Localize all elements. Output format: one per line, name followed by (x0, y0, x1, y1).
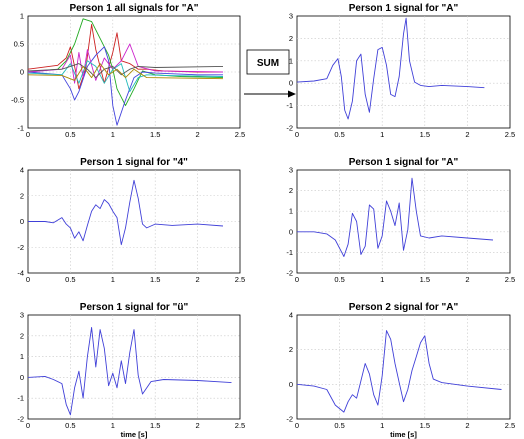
y-tick-label: 1 (289, 56, 293, 65)
x-tick-label: 1.5 (150, 275, 160, 284)
x-tick-label: 1 (111, 130, 115, 139)
chart-title: Person 1 signal for "A" (349, 3, 459, 14)
series-line-1 (297, 177, 494, 257)
y-tick-label: -1 (286, 248, 293, 257)
chart-title: Person 1 signal for "ü" (80, 302, 189, 313)
y-tick-label: 4 (20, 166, 24, 175)
x-tick-label: 1.5 (150, 421, 160, 430)
y-tick-label: -1 (17, 124, 24, 133)
x-tick-label: 1.5 (420, 130, 430, 139)
x-tick-label: 0 (295, 130, 299, 139)
y-tick-label: 2 (289, 186, 293, 195)
x-tick-label: 1.5 (420, 421, 430, 430)
series-line-7 (27, 63, 224, 81)
y-tick-label: -2 (286, 269, 293, 278)
series-line-1 (28, 179, 224, 246)
x-tick-label: 2.5 (235, 130, 245, 139)
chart-title: Person 1 all signals for "A" (70, 3, 199, 14)
y-tick-label: 0 (289, 79, 293, 88)
y-tick-label: 2 (289, 34, 293, 43)
x-tick-label: 0 (26, 275, 30, 284)
chart-title: Person 2 signal for "A" (349, 302, 459, 313)
x-tick-label: 1.5 (150, 130, 160, 139)
x-tick-label: 0 (295, 275, 299, 284)
panel-4: Person 1 signal for "A" 0 0.5 1 1.5 2 2.5 -2 -1 0… (286, 157, 515, 284)
panel-2: Person 1 signal for "A" 0 0.5 1 1.5 2 2.5 -2 -1 0… (286, 3, 515, 139)
sum-box (246, 49, 290, 75)
panel-1: Person 1 all signals for "A" 0 0.5 1 1.5 2 2.5… (11, 3, 245, 139)
y-tick-label: 3 (289, 166, 293, 175)
x-tick-label: 0.5 (65, 130, 75, 139)
x-axis-label: time [s] (121, 430, 148, 439)
x-tick-label: 2.5 (505, 421, 515, 430)
y-tick-label: -1 (17, 394, 24, 403)
y-tick-label: -0.5 (11, 96, 24, 105)
y-tick-label: 0 (20, 68, 24, 77)
x-tick-label: 0 (26, 130, 30, 139)
y-tick-label: 1 (20, 12, 24, 21)
x-tick-label: 1 (380, 275, 384, 284)
panel-5: Person 1 signal for "ü" 0 0.5 1 1.5 2 2.5 -2 -1 0… (17, 302, 245, 439)
x-tick-label: 2.5 (235, 275, 245, 284)
x-tick-label: 0 (26, 421, 30, 430)
y-tick-label: 2 (20, 331, 24, 340)
sum-arrow-head (288, 90, 296, 98)
x-tick-label: 2 (465, 275, 469, 284)
x-tick-label: 0.5 (334, 130, 344, 139)
x-axis-label: time [s] (390, 430, 417, 439)
series-line-4 (27, 43, 224, 84)
y-tick-label: 3 (20, 311, 24, 320)
x-tick-label: 1 (380, 130, 384, 139)
panel-3: Person 1 signal for "4" 0 0.5 1 1.5 2 2.5 -4 -2 0… (17, 157, 245, 284)
x-tick-label: 2 (196, 421, 200, 430)
y-tick-label: 0 (20, 217, 24, 226)
x-tick-label: 2.5 (505, 130, 515, 139)
x-tick-label: 0.5 (65, 421, 75, 430)
sum-annotation: SUM (244, 49, 296, 98)
x-tick-label: 0.5 (334, 421, 344, 430)
x-tick-label: 1 (380, 421, 384, 430)
x-tick-label: 1.5 (420, 275, 430, 284)
y-tick-label: -2 (17, 243, 24, 252)
y-tick-label: -1 (286, 101, 293, 110)
plot-frame (296, 169, 511, 274)
x-tick-label: 0.5 (65, 275, 75, 284)
series-line-5 (27, 60, 224, 93)
x-tick-label: 1 (111, 275, 115, 284)
y-tick-label: 1 (20, 352, 24, 361)
sum-label: SUM (257, 58, 279, 69)
series-line-3 (27, 46, 223, 126)
y-tick-label: 2 (289, 345, 293, 354)
y-tick-label: 3 (289, 12, 293, 21)
y-tick-label: 4 (289, 311, 293, 320)
x-tick-label: 2 (196, 275, 200, 284)
plot-frame (296, 314, 511, 420)
y-tick-label: 0 (289, 380, 293, 389)
series-line-1 (296, 330, 502, 413)
y-tick-label: 2 (20, 191, 24, 200)
x-tick-label: 2 (465, 421, 469, 430)
y-tick-label: 0 (289, 227, 293, 236)
y-tick-label: -2 (17, 415, 24, 424)
x-tick-label: 2.5 (505, 275, 515, 284)
y-tick-label: 0.5 (14, 40, 24, 49)
panel-6: Person 2 signal for "A"0 0.5 1 1.5 2 2.5-2024… (286, 302, 515, 439)
y-tick-label: -2 (286, 415, 293, 424)
chart-title: Person 1 signal for "4" (80, 157, 188, 168)
x-tick-label: 0 (295, 421, 299, 430)
x-tick-label: 2 (465, 130, 469, 139)
y-tick-label: -4 (17, 269, 24, 278)
y-tick-label: 0 (20, 373, 24, 382)
x-tick-label: 0.5 (334, 275, 344, 284)
series-line-1 (296, 17, 485, 120)
series-line-1 (27, 327, 232, 416)
x-tick-label: 2 (196, 130, 200, 139)
y-tick-label: 1 (289, 207, 293, 216)
y-tick-label: -2 (286, 124, 293, 133)
x-tick-label: 1 (111, 421, 115, 430)
chart-title: Person 1 signal for "A" (349, 157, 459, 168)
x-tick-label: 2.5 (235, 421, 245, 430)
